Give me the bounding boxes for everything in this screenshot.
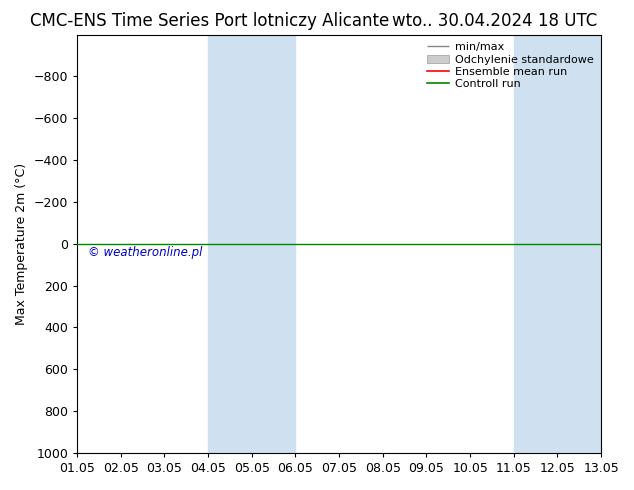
Text: wto.. 30.04.2024 18 UTC: wto.. 30.04.2024 18 UTC [392, 12, 597, 30]
Legend: min/max, Odchylenie standardowe, Ensemble mean run, Controll run: min/max, Odchylenie standardowe, Ensembl… [425, 40, 595, 91]
Text: CMC-ENS Time Series Port lotniczy Alicante: CMC-ENS Time Series Port lotniczy Alican… [30, 12, 389, 30]
Y-axis label: Max Temperature 2m (°C): Max Temperature 2m (°C) [15, 163, 28, 325]
Bar [208, 35, 295, 453]
Bar [514, 35, 601, 453]
Text: © weatheronline.pl: © weatheronline.pl [87, 246, 202, 259]
